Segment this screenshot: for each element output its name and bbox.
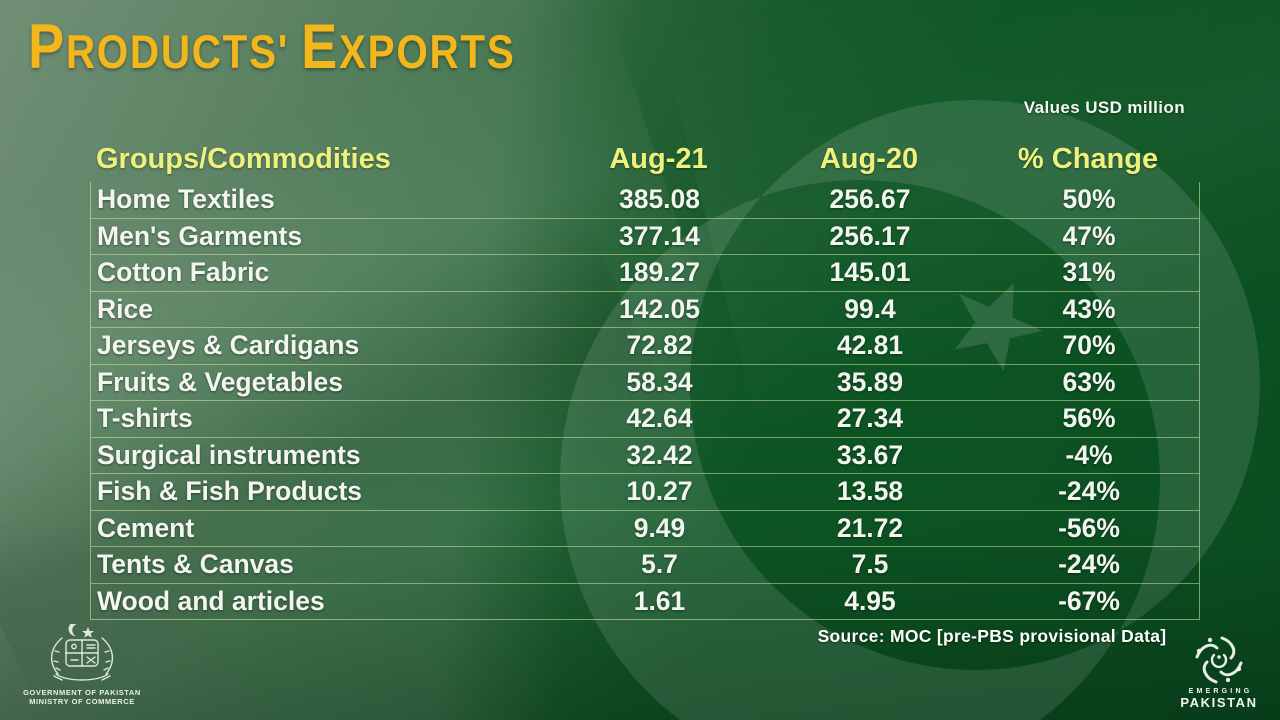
commodity-name: Men's Garments [97, 220, 303, 251]
aug20-value: 42.81 [836, 330, 904, 361]
commodity-name: Wood and articles [97, 585, 325, 616]
table-row: Men's Garments 377.14 256.17 47% [91, 217, 1199, 255]
commodity-name: Cotton Fabric [97, 257, 270, 288]
emerging-pakistan-swirl-icon [1195, 636, 1243, 684]
pct-change-value: 56% [1062, 403, 1116, 434]
table-row: Rice 142.05 99.4 43% [91, 290, 1199, 328]
pct-change-value: 43% [1062, 293, 1116, 324]
emerging-line2: PAKISTAN [1180, 695, 1258, 710]
pct-change-value: 70% [1062, 330, 1116, 361]
commodity-name: Tents & Canvas [97, 549, 294, 580]
commodity-name: Fruits & Vegetables [97, 366, 343, 397]
table-row: Wood and articles 1.61 4.95 -67% [91, 582, 1199, 620]
aug21-value: 189.27 [618, 257, 701, 288]
table-row: Fruits & Vegetables 58.34 35.89 63% [91, 363, 1199, 401]
header-aug-20: Aug-20 [819, 142, 919, 175]
aug20-value: 256.17 [829, 220, 911, 251]
aug21-value: 5.7 [641, 549, 678, 580]
commodity-name: Rice [97, 293, 153, 324]
aug21-value: 42.64 [626, 403, 693, 434]
table-body: Home Textiles 385.08 256.67 50% Men's Garmen… [90, 182, 1200, 620]
source-note: Source: MOC [pre-PBS provisional Data] [817, 626, 1167, 646]
aug20-value: 13.58 [836, 476, 904, 507]
table-header-row: Groups/Commodities Aug-21 Aug-20 % Chang… [90, 136, 1200, 182]
values-unit-note: Values USD million [1023, 98, 1185, 117]
pct-change-value: 50% [1062, 184, 1116, 215]
pct-change-value: -24% [1058, 549, 1120, 580]
exports-table: Groups/Commodities Aug-21 Aug-20 % Chang… [90, 136, 1200, 620]
pct-change-value: -4% [1065, 439, 1113, 470]
table-row: Tents & Canvas 5.7 7.5 -24% [91, 546, 1199, 583]
pct-change-value: -56% [1058, 512, 1120, 543]
emerging-line1: EMERGING [1188, 688, 1253, 695]
aug21-value: 72.82 [626, 330, 693, 361]
commodity-name: Cement [97, 512, 195, 543]
commodity-name: Home Textiles [97, 184, 275, 215]
table-row: Jerseys & Cardigans 72.82 42.81 70% [91, 327, 1199, 364]
pakistan-state-emblem-icon [51, 624, 113, 681]
aug20-value: 27.34 [836, 403, 904, 434]
aug21-value: 32.42 [626, 439, 693, 470]
gov-line1: GOVERNMENT OF PAKISTAN [23, 688, 141, 697]
aug20-value: 21.72 [836, 512, 904, 543]
aug21-value: 10.27 [626, 476, 693, 507]
commodity-name: T-shirts [97, 403, 193, 434]
government-logo: GOVERNMENT OF PAKISTAN MINISTRY OF COMME… [22, 624, 142, 706]
pct-change-value: -24% [1058, 476, 1120, 507]
aug20-value: 145.01 [829, 257, 911, 288]
pct-change-value: 47% [1062, 220, 1116, 251]
header-aug-21: Aug-21 [609, 142, 708, 175]
commodity-name: Fish & Fish Products [97, 476, 363, 507]
aug20-value: 4.95 [844, 585, 896, 616]
aug20-value: 35.89 [836, 366, 904, 397]
aug21-value: 1.61 [633, 585, 686, 616]
header-pct-change: % Change [1017, 142, 1159, 175]
page-title: PRODUCTS' EXPORTS [28, 12, 516, 82]
aug21-value: 142.05 [618, 293, 701, 324]
pct-change-value: -67% [1058, 585, 1120, 616]
aug20-value: 99.4 [844, 293, 896, 324]
aug21-value: 9.49 [633, 512, 686, 543]
table-row: Fish & Fish Products 10.27 13.58 -24% [91, 473, 1199, 510]
aug20-value: 7.5 [851, 549, 889, 580]
commodity-name: Surgical instruments [97, 439, 361, 470]
aug21-value: 385.08 [618, 184, 701, 215]
pct-change-value: 63% [1062, 366, 1116, 397]
table-row: Home Textiles 385.08 256.67 50% [91, 182, 1199, 218]
aug21-value: 377.14 [618, 220, 701, 251]
table-row: T-shirts 42.64 27.34 56% [91, 400, 1199, 437]
table-row: Cotton Fabric 189.27 145.01 31% [91, 254, 1199, 291]
header-groups-commodities: Groups/Commodities [96, 142, 391, 175]
table-row: Cement 9.49 21.72 -56% [91, 509, 1199, 547]
aug21-value: 58.34 [626, 366, 693, 397]
pct-change-value: 31% [1062, 257, 1116, 288]
table-row: Surgical instruments 32.42 33.67 -4% [91, 436, 1199, 474]
aug20-value: 33.67 [836, 439, 904, 470]
commodity-name: Jerseys & Cardigans [97, 330, 360, 361]
gov-line2: MINISTRY OF COMMERCE [29, 697, 135, 706]
emerging-pakistan-logo: EMERGING PAKISTAN [1174, 632, 1264, 710]
aug20-value: 256.67 [829, 184, 911, 215]
